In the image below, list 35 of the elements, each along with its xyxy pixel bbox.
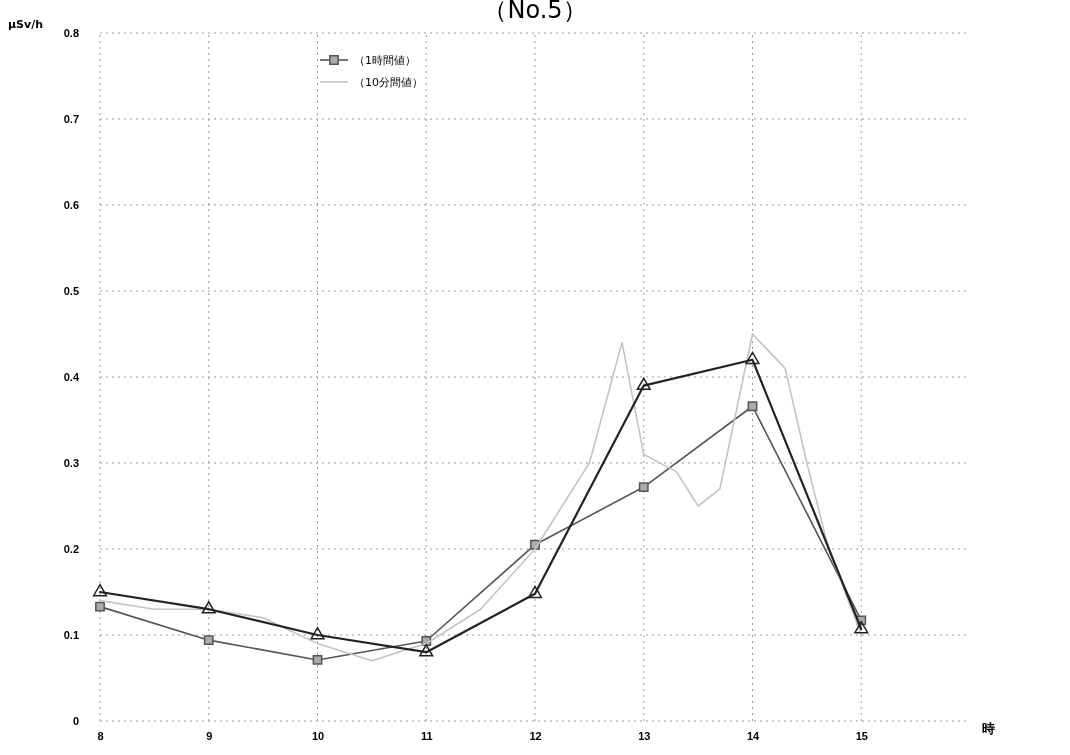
y-tick-label: 0.1 [63,629,79,642]
x-axis-title: 時 [982,721,995,736]
x-tick-label: 13 [638,730,651,743]
y-axis-title: μSv/h [8,18,44,31]
y-tick-label: 0.5 [63,285,79,298]
y-tick-label: 0.8 [63,27,79,40]
legend-label: （1時間値） [354,54,416,67]
point [854,620,869,634]
y-tick-label: 0.2 [63,543,79,556]
y-tick-label: 0.3 [63,457,79,470]
point [92,583,108,597]
point [747,401,758,412]
point [745,351,760,365]
point [201,601,216,614]
legend-label: （10分間値） [354,76,423,89]
x-tick-label: 9 [206,730,213,743]
x-tick-label: 10 [311,730,325,743]
y-tick-label: 0.7 [63,113,79,126]
x-tick-label: 8 [97,730,104,743]
y-tick-label: 0.4 [63,371,80,384]
point [636,377,651,391]
point [312,655,323,665]
x-tick-label: 11 [420,730,433,743]
x-tick-label: 14 [746,730,760,743]
y-tick-label: 0 [72,715,79,728]
point [638,482,649,493]
point [419,644,434,657]
point [310,626,325,640]
point [203,635,214,646]
x-tick-label: 15 [855,730,868,743]
x-tick-label: 12 [529,730,542,743]
y-tick-label: 0.6 [63,199,79,212]
point [95,601,105,612]
chart-title: （No.5） [483,0,587,24]
point [527,585,543,599]
